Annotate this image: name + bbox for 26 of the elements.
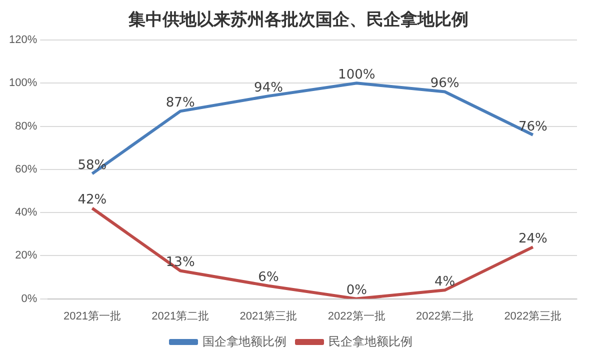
legend-label: 国企拿地额比例 [202,334,286,348]
data-label: 0% [346,283,367,298]
data-label: 4% [434,274,456,290]
data-label: 76% [518,119,548,134]
data-label: 87% [166,96,195,111]
x-tick-label: 2021第二批 [152,310,210,322]
data-label: 96% [430,76,460,92]
y-tick-label: 120% [8,34,38,46]
y-tick-label: 60% [15,163,38,176]
data-label: 100% [338,68,376,83]
data-label: 94% [254,80,283,96]
y-tick-label: 40% [15,206,38,219]
data-label: 6% [258,270,279,286]
x-tick-label: 2022第二批 [416,310,474,322]
chart-title: 集中供地以来苏州各批次国企、民企拿地比例 [127,9,470,31]
y-tick-label: 20% [15,250,38,262]
y-tick-label: 0% [21,292,38,305]
legend-label: 民企拿地额比例 [328,334,412,348]
y-tick-label: 80% [15,120,38,132]
data-label: 24% [518,231,548,246]
x-tick-label: 2022第三批 [504,310,562,322]
data-label: 42% [78,192,107,208]
x-tick-label: 2022第一批 [328,310,386,322]
x-tick-label: 2021第三批 [240,310,298,322]
y-tick-label: 100% [8,77,38,90]
x-tick-label: 2021第一批 [63,310,121,322]
